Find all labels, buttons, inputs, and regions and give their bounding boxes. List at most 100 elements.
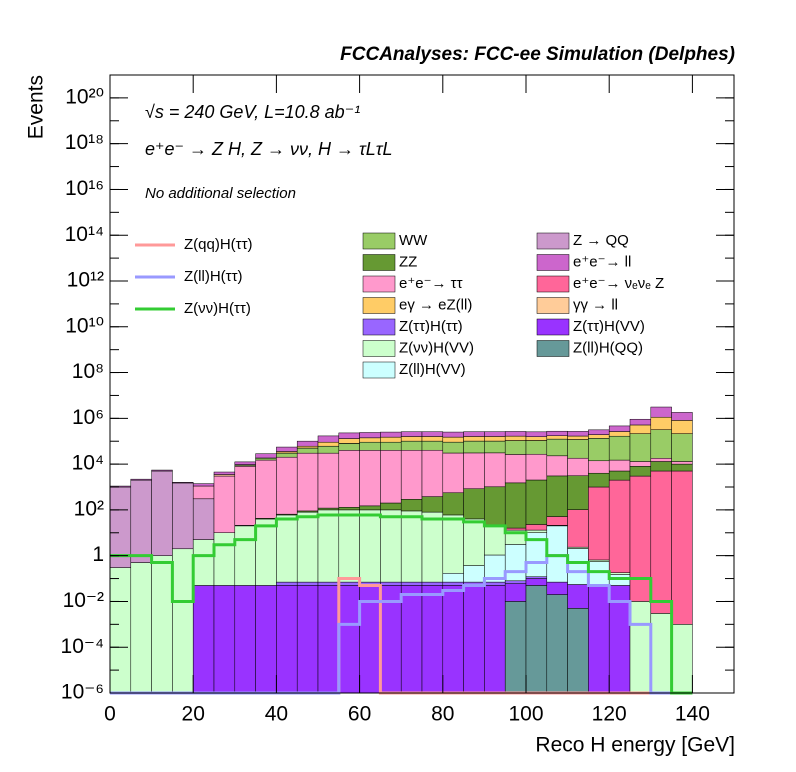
histogram-bar — [317, 441, 340, 447]
histogram-bar — [442, 436, 464, 443]
y-axis-label: Events — [25, 75, 48, 139]
histogram-bar — [442, 441, 464, 454]
histogram-bar — [192, 485, 215, 500]
histogram-bar — [463, 488, 485, 520]
histogram-bar — [525, 479, 548, 525]
histogram-bar — [650, 470, 672, 614]
histogram-bar — [504, 435, 527, 441]
histogram-bar — [588, 438, 610, 462]
histogram-bar — [546, 475, 568, 517]
histogram-bar — [504, 454, 527, 484]
plot-area — [109, 406, 693, 695]
histogram-bar — [255, 585, 277, 694]
histogram-bar — [504, 527, 527, 531]
histogram-bar — [525, 440, 548, 455]
histogram-bar — [359, 450, 381, 507]
legend-label: eγ → eZ(ll) — [399, 296, 472, 313]
histogram-bar — [525, 453, 548, 481]
histogram-bar — [338, 443, 360, 451]
y-tick-label: 10² — [74, 497, 104, 520]
histogram-bar — [296, 440, 319, 447]
y-tick-label: 10²⁰ — [65, 85, 104, 108]
histogram-bar — [192, 498, 215, 540]
legend-swatch — [536, 297, 570, 314]
histogram-bar — [567, 608, 589, 694]
histogram-bar — [463, 585, 485, 694]
histogram-bar — [421, 581, 444, 586]
histogram-bar — [504, 482, 527, 529]
histogram-bar — [338, 509, 360, 583]
legend-label: ZZ — [399, 253, 417, 270]
legend-label: Z(ll)H(QQ) — [573, 339, 643, 356]
y-tick-label: 10¹² — [67, 269, 104, 292]
histogram-bar — [484, 525, 506, 556]
histogram-bar — [588, 561, 610, 586]
histogram-bar — [234, 585, 256, 694]
x-tick-label: 140 — [675, 703, 710, 726]
histogram-bar — [567, 584, 589, 609]
histogram-bar — [629, 424, 652, 434]
histogram-bar — [504, 431, 527, 437]
histogram-bar — [608, 470, 631, 481]
histogram-bar — [255, 453, 277, 459]
histogram-bar — [359, 505, 381, 511]
histogram-bar — [463, 565, 485, 583]
histogram-bar — [213, 471, 236, 475]
histogram-bar — [463, 452, 485, 489]
legend-label: e⁺e⁻→ ll — [573, 253, 631, 270]
annotation: √s = 240 GeV, L=10.8 ab⁻¹ — [145, 102, 360, 122]
x-tick-label: 100 — [508, 703, 543, 726]
y-tick-label: 10⁻⁴ — [61, 635, 104, 658]
histogram-bar — [130, 479, 152, 563]
histogram-bar — [525, 529, 548, 533]
y-tick-label: 10¹⁴ — [65, 223, 104, 246]
histogram-bar — [546, 438, 568, 457]
histogram-bar — [213, 585, 236, 694]
histogram-bar — [504, 440, 527, 455]
histogram-bar — [608, 479, 631, 573]
legend-label: Z(ττ)H(VV) — [573, 318, 645, 335]
histogram-bar — [671, 412, 693, 421]
histogram-bar — [629, 433, 652, 462]
legend-label: e⁺e⁻→ νₑνₑ Z — [573, 275, 664, 292]
histogram-bar — [484, 431, 506, 437]
legend-swatch — [362, 361, 396, 379]
histogram-bar — [400, 440, 423, 451]
legend-label: Z(νν)H(ττ) — [184, 300, 251, 317]
x-tick-label: 120 — [592, 703, 627, 726]
histogram-bar — [629, 418, 652, 426]
legend-swatch — [362, 340, 396, 357]
legend-swatch — [362, 297, 396, 314]
histogram-bar — [608, 572, 631, 575]
histogram-bar — [588, 429, 610, 435]
histogram-bar — [629, 475, 652, 602]
legend-label: Z(ττ)H(ττ) — [399, 318, 463, 335]
histogram-bar — [359, 437, 381, 443]
y-tick-label: 10⁸ — [72, 360, 104, 383]
histogram-bar — [296, 447, 319, 454]
histogram-bar — [567, 431, 589, 437]
histogram-bar — [338, 581, 360, 586]
histogram-bar — [608, 459, 631, 472]
histogram-bar — [484, 452, 506, 488]
histogram-bar — [338, 432, 360, 439]
histogram-bar — [192, 539, 215, 586]
histogram-bar — [629, 466, 652, 477]
y-tick-label: 10⁻⁶ — [61, 681, 104, 704]
histogram-bar — [504, 580, 527, 584]
legend-swatch — [362, 232, 396, 250]
histogram-bar — [504, 583, 527, 602]
histogram-bar — [567, 548, 589, 585]
legend-swatch — [536, 254, 570, 271]
legend-swatch — [536, 318, 570, 336]
histogram-bar — [317, 452, 340, 509]
histogram-bar — [588, 460, 610, 474]
histogram-bar — [296, 585, 319, 694]
y-tick-label: 10¹⁶ — [65, 177, 104, 200]
histogram-bar — [671, 470, 693, 625]
histogram-bar — [276, 581, 298, 586]
histogram-bar — [276, 446, 298, 452]
histogram-bar — [650, 429, 672, 459]
histogram-bar — [525, 524, 548, 531]
